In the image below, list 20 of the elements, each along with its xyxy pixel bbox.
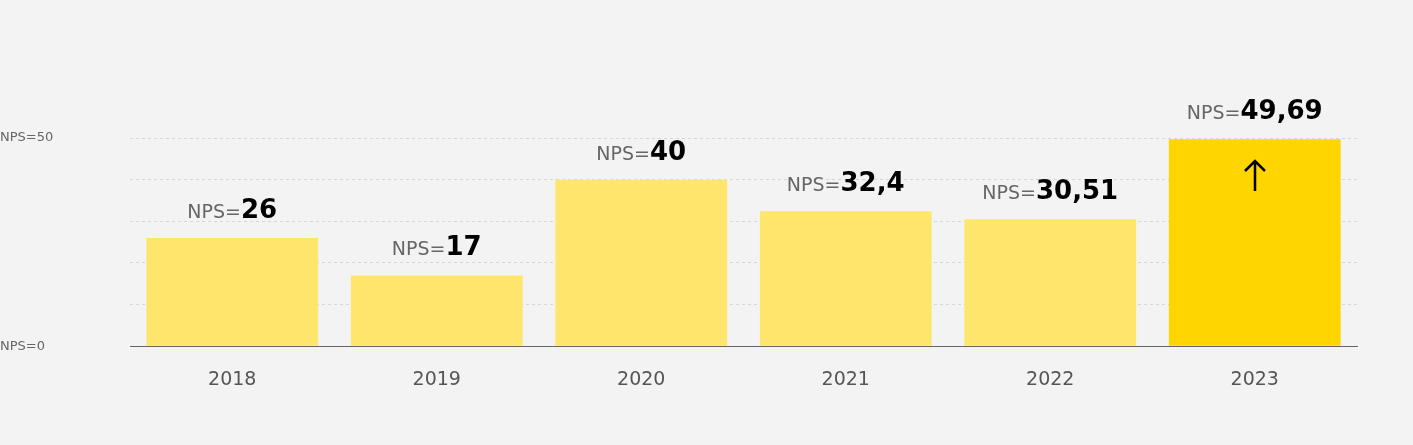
data-label: NPS=49,69: [1186, 95, 1323, 126]
data-label: NPS=30,51: [982, 175, 1119, 206]
bar: [555, 179, 728, 346]
bar: [964, 219, 1137, 346]
x-tick-label: 2019: [412, 366, 461, 389]
bar: [146, 237, 319, 346]
x-tick-label: 2022: [1026, 366, 1075, 389]
x-tick-label: 2020: [617, 366, 666, 389]
bar: [350, 275, 523, 346]
y-tick-label: NPS=0: [0, 337, 45, 353]
bar: [759, 211, 932, 346]
x-tick-label: 2018: [208, 366, 257, 389]
data-label: NPS=17: [391, 231, 482, 262]
data-label: NPS=40: [596, 135, 687, 166]
x-tick-label: 2021: [821, 366, 870, 389]
data-label: NPS=32,4: [786, 167, 905, 198]
bar: [1168, 139, 1341, 346]
y-tick-label: NPS=50: [0, 129, 54, 145]
data-label: NPS=26: [187, 193, 278, 224]
x-tick-label: 2023: [1230, 366, 1279, 389]
